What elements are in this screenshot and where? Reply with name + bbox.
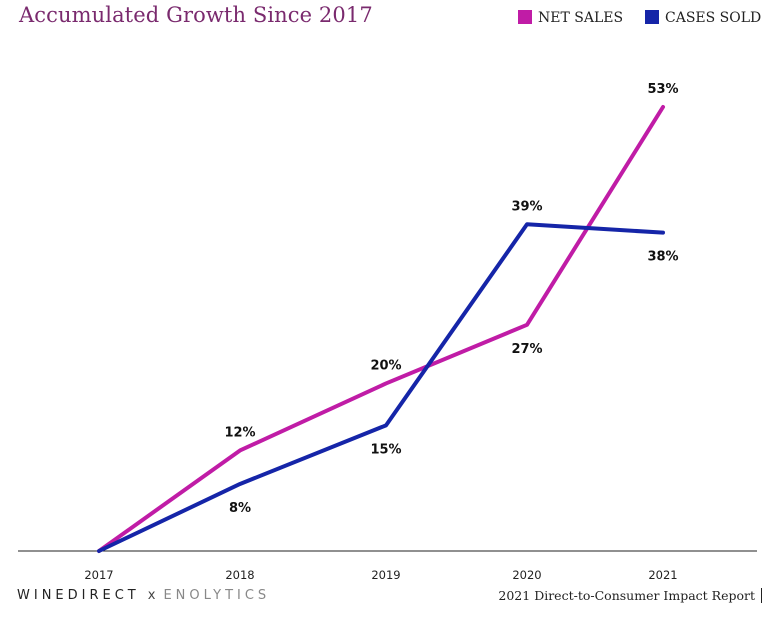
legend-label-cases-sold: CASES SOLD bbox=[665, 10, 762, 26]
x-tick-label-2018: 2018 bbox=[225, 568, 254, 582]
data-label-net-sales-2020: 27% bbox=[511, 342, 542, 357]
brand-enolytics: ENOLYTICS bbox=[163, 588, 271, 603]
brand-separator: x bbox=[147, 588, 156, 603]
data-label-cases-sold-2018: 8% bbox=[229, 501, 251, 516]
legend-swatch-net-sales bbox=[518, 10, 532, 24]
legend-item-net-sales: NET SALES bbox=[518, 10, 623, 26]
footer-report-title: 2021 Direct-to-Consumer Impact Report bbox=[498, 588, 762, 603]
data-label-cases-sold-2021: 38% bbox=[647, 250, 678, 265]
brand-winedirect: WINEDIRECT bbox=[17, 588, 140, 603]
chart-title: Accumulated Growth Since 2017 bbox=[19, 3, 373, 27]
x-tick-label-2017: 2017 bbox=[84, 568, 113, 582]
data-label-cases-sold-2019: 15% bbox=[370, 442, 401, 457]
data-label-cases-sold-2020: 39% bbox=[511, 199, 542, 214]
x-tick-label-2020: 2020 bbox=[512, 568, 541, 582]
x-tick-label-2021: 2021 bbox=[648, 568, 677, 582]
data-label-net-sales-2021: 53% bbox=[647, 82, 678, 97]
data-label-net-sales-2018: 12% bbox=[224, 425, 255, 440]
x-tick-label-2019: 2019 bbox=[371, 568, 400, 582]
series-line-net-sales bbox=[97, 105, 665, 553]
legend-label-net-sales: NET SALES bbox=[538, 10, 624, 26]
footer-brand: WINEDIRECT x ENOLYTICS bbox=[17, 588, 270, 603]
data-label-net-sales-2019: 20% bbox=[370, 358, 401, 373]
series-line-cases-sold bbox=[97, 222, 665, 553]
legend-swatch-cases-sold bbox=[645, 10, 659, 24]
legend-item-cases-sold: CASES SOLD bbox=[645, 10, 761, 26]
